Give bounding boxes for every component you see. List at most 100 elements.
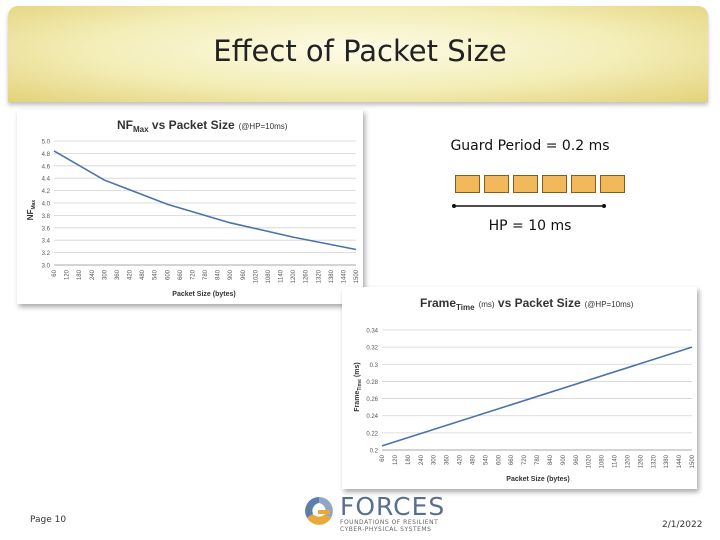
hp-span-arrow: [452, 204, 606, 208]
hp-label: HP = 10 ms: [488, 218, 572, 234]
x-tick-label: 720: [522, 454, 528, 465]
packet-block: [600, 175, 625, 193]
x-tick-label: 1440: [677, 454, 683, 468]
y-tick-label: 0.26: [366, 397, 378, 403]
x-tick-label: 960: [241, 269, 247, 280]
frametime-ylabel: FrameTime (ms): [354, 362, 363, 411]
frametime-ylabel-unit: (ms): [354, 362, 361, 377]
x-tick-label: 1020: [587, 454, 593, 468]
title-banner: [8, 6, 708, 102]
x-tick-label: 480: [470, 454, 476, 465]
x-tick-label: 780: [535, 454, 541, 465]
slide-date: 2/1/2022: [662, 520, 703, 530]
x-tick-label: 780: [203, 269, 209, 280]
x-tick-label: 540: [483, 454, 489, 465]
x-tick-label: 1260: [638, 454, 644, 468]
x-tick-label: 120: [65, 269, 71, 280]
nfmax-ylabel: NFMax: [26, 200, 37, 221]
x-tick-label: 360: [115, 269, 121, 280]
frametime-chart-title: FrameTime (ms) vs Packet Size (@HP=10ms): [420, 296, 634, 312]
y-tick-label: 4.2: [42, 189, 51, 195]
x-tick-label: 180: [77, 269, 83, 280]
x-tick-label: 660: [178, 269, 184, 280]
x-tick-label: 540: [153, 269, 159, 280]
x-tick-label: 1140: [279, 269, 285, 283]
frametime-title-main: Frame: [420, 296, 456, 310]
nfmax-xlabel: Packet Size (bytes): [172, 291, 235, 298]
x-tick-label: 360: [445, 454, 451, 465]
logo-text: FORCES: [340, 492, 446, 521]
x-tick-label: 1140: [613, 454, 619, 468]
nfmax-chart-title: NFMax vs Packet Size (@HP=10ms): [117, 118, 288, 134]
x-tick-label: 600: [165, 269, 171, 280]
x-tick-label: 1320: [316, 269, 322, 283]
nfmax-ylabel-sub: Max: [31, 200, 37, 210]
x-tick-label: 1440: [341, 269, 347, 283]
x-tick-label: 1380: [664, 454, 670, 468]
x-tick-label: 120: [393, 454, 399, 465]
x-tick-label: 60: [380, 454, 386, 461]
y-tick-label: 0.28: [366, 380, 378, 386]
y-tick-label: 0.3: [370, 363, 379, 369]
guard-period-label: Guard Period = 0.2 ms: [450, 138, 610, 154]
packet-block: [455, 175, 480, 193]
y-tick-label: 4.4: [42, 177, 51, 183]
frametime-xlabel: Packet Size (bytes): [506, 476, 569, 483]
x-tick-label: 420: [128, 269, 134, 280]
forces-logo: FORCES FOUNDATIONS OF RESILIENT CYBER-PH…: [300, 492, 444, 533]
nfmax-chart-svg: NFMax vs Packet Size (@HP=10ms) NFMax Pac…: [26, 118, 360, 298]
y-tick-label: 4.8: [42, 152, 51, 158]
x-tick-label: 240: [419, 454, 425, 465]
x-tick-label: 1020: [253, 269, 259, 283]
x-tick-label: 180: [406, 454, 412, 465]
x-tick-label: 240: [90, 269, 96, 280]
x-tick-label: 1080: [266, 269, 272, 283]
x-tick-label: 720: [190, 269, 196, 280]
frametime-chart: FrameTime (ms) vs Packet Size (@HP=10ms) F…: [342, 287, 697, 489]
y-tick-label: 0.2: [370, 449, 379, 455]
frametime-ylabel-sub: Time: [357, 379, 363, 391]
y-tick-label: 3.4: [42, 239, 51, 245]
x-tick-label: 1500: [354, 269, 360, 283]
packet-block: [484, 175, 509, 193]
packet-block: [542, 175, 567, 193]
packet-block: [571, 175, 596, 193]
y-tick-label: 3.0: [42, 264, 51, 270]
x-tick-label: 300: [102, 269, 108, 280]
y-tick-label: 0.32: [366, 346, 378, 352]
x-tick-label: 900: [561, 454, 567, 465]
y-tick-label: 4.0: [42, 202, 51, 208]
x-tick-label: 60: [52, 269, 58, 276]
frametime-title-sub: Time: [456, 303, 475, 312]
x-tick-label: 1080: [600, 454, 606, 468]
nfmax-title-note: (@HP=10ms): [239, 122, 288, 131]
y-tick-label: 4.6: [42, 164, 51, 170]
x-tick-label: 1320: [651, 454, 657, 468]
x-tick-label: 660: [509, 454, 515, 465]
y-tick-label: 3.2: [42, 251, 51, 257]
nfmax-title-main: NF: [117, 118, 133, 132]
frametime-chart-svg: FrameTime (ms) vs Packet Size (@HP=10ms) F…: [354, 296, 696, 483]
y-tick-label: 3.8: [42, 214, 51, 220]
x-tick-label: 480: [140, 269, 146, 280]
x-tick-label: 900: [228, 269, 234, 280]
series-line: [53, 150, 357, 251]
x-tick-label: 420: [458, 454, 464, 465]
logo-tagline-2: CYBER-PHYSICAL SYSTEMS: [340, 526, 432, 533]
y-tick-label: 0.24: [366, 414, 378, 420]
frametime-title-rest: vs Packet Size: [495, 296, 581, 310]
frametime-ylabel-main: Frame: [354, 391, 361, 412]
nfmax-chart: NFMax vs Packet Size (@HP=10ms) NFMax Pac…: [17, 110, 363, 304]
x-tick-label: 600: [496, 454, 502, 465]
x-tick-label: 840: [548, 454, 554, 465]
packet-block: [513, 175, 538, 193]
x-tick-label: 1200: [291, 269, 297, 283]
frametime-title-unit: (ms): [479, 300, 495, 309]
nfmax-title-rest: vs Packet Size: [149, 118, 235, 132]
x-tick-label: 300: [432, 454, 438, 465]
page-number: Page 10: [30, 515, 67, 525]
logo-tagline-1: FOUNDATIONS OF RESILIENT: [340, 519, 439, 526]
x-tick-label: 1200: [625, 454, 631, 468]
x-tick-label: 1500: [690, 454, 696, 468]
y-tick-label: 0.22: [366, 431, 378, 437]
